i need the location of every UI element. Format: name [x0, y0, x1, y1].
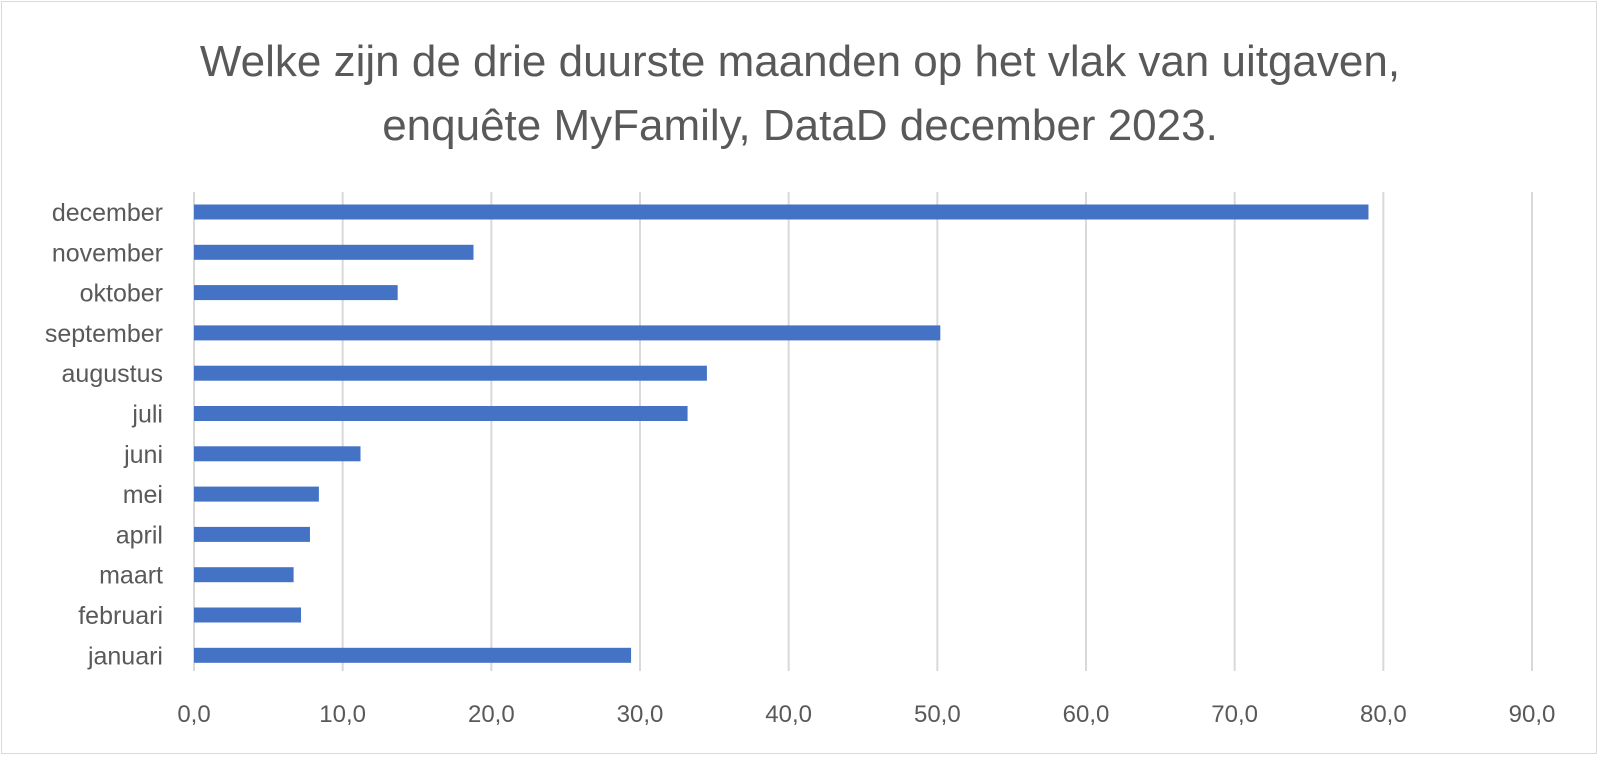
category-label-januari: januari [87, 642, 163, 670]
bar-maart [194, 567, 294, 583]
category-label-maart: maart [99, 562, 163, 590]
bar-december [194, 204, 1369, 220]
bar-november [194, 244, 474, 260]
bar-april [194, 526, 310, 542]
x-tick-label-2: 20,0 [468, 701, 515, 728]
bar-oktober [194, 285, 398, 301]
x-tick-label-4: 40,0 [765, 701, 812, 728]
category-label-oktober: oktober [80, 280, 163, 308]
x-tick-label-7: 70,0 [1211, 701, 1258, 728]
bar-augustus [194, 365, 707, 381]
chart-title: Welke zijn de drie duurste maanden op he… [0, 30, 1600, 158]
category-label-februari: februari [78, 602, 163, 630]
x-tick-label-8: 80,0 [1360, 701, 1407, 728]
category-label-december: december [52, 199, 163, 227]
category-label-september: september [45, 320, 163, 348]
category-label-mei: mei [123, 481, 163, 509]
bar-februari [194, 607, 302, 623]
bar-september [194, 325, 941, 341]
category-label-november: november [52, 239, 163, 267]
bar-juli [194, 406, 688, 421]
chart-title-line-1: Welke zijn de drie duurste maanden op he… [199, 37, 1401, 86]
x-tick-label-6: 60,0 [1063, 701, 1110, 728]
x-tick-label-5: 50,0 [914, 701, 961, 728]
category-label-april: april [116, 521, 163, 549]
category-label-augustus: augustus [62, 360, 163, 388]
chart-title-line-2: enquête MyFamily, DataD december 2023. [382, 101, 1218, 150]
x-tick-label-3: 30,0 [617, 701, 664, 728]
bar-januari [194, 647, 632, 663]
x-tick-label-0: 0,0 [177, 701, 210, 728]
category-label-juli: juli [131, 401, 163, 429]
bar-juni [194, 446, 361, 462]
x-tick-label-1: 10,0 [319, 701, 366, 728]
category-label-juni: juni [123, 441, 163, 469]
bar-mei [194, 486, 319, 502]
x-tick-label-9: 90,0 [1509, 701, 1556, 728]
